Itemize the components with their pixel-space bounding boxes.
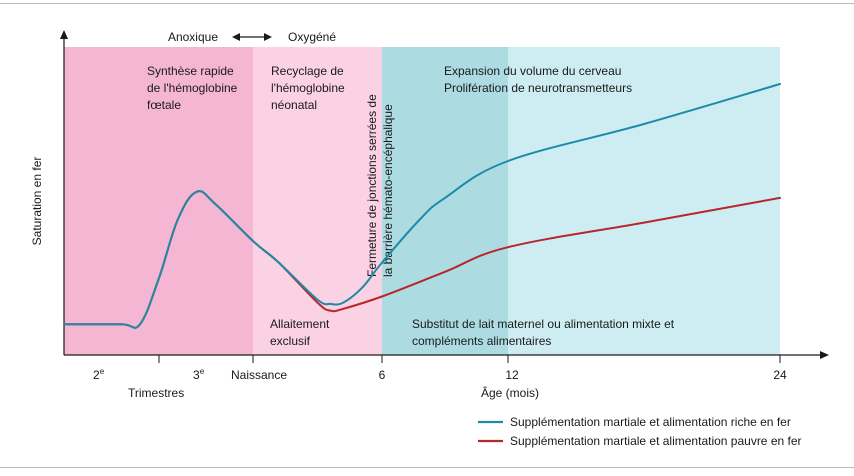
y-axis bbox=[60, 30, 68, 355]
substitute-label-line-2: compléments alimentaires bbox=[412, 334, 551, 348]
x-axis bbox=[64, 351, 829, 359]
x-axis-arrow-icon bbox=[820, 351, 829, 359]
breastfeeding-label-line-1: Allaitement bbox=[270, 317, 330, 331]
tick-label-24: 24 bbox=[773, 368, 787, 382]
y-axis-arrow-icon bbox=[60, 30, 68, 39]
zone-transition bbox=[382, 47, 508, 355]
fetal-label-line-3: fœtale bbox=[147, 98, 181, 112]
phase-oxygenated-label: Oxygéné bbox=[288, 30, 336, 44]
y-axis-title: Saturation en fer bbox=[30, 157, 44, 246]
tick-label-trimester-2: 2e bbox=[93, 367, 105, 382]
double-arrow-icon bbox=[232, 33, 272, 41]
tick-label-trimester-3: 3e bbox=[193, 367, 205, 382]
phase-anoxic-label: Anoxique bbox=[168, 30, 218, 44]
substitute-label-line-1: Substitut de lait maternel ou alimentati… bbox=[412, 317, 675, 331]
x-axis-secondary-title: Trimestres bbox=[128, 386, 184, 400]
neonatal-label-line-3: néonatal bbox=[271, 98, 317, 112]
fetal-label-line-2: de l'hémoglobine bbox=[147, 81, 238, 95]
barrier-label-line-2: la barrière hémato-encéphalique bbox=[381, 104, 395, 277]
breastfeeding-label-line-2: exclusif bbox=[270, 334, 311, 348]
x-axis-title: Âge (mois) bbox=[481, 385, 539, 400]
legend-label-poor: Supplémentation martiale et alimentation… bbox=[510, 434, 802, 448]
neonatal-label-line-2: l'hémoglobine bbox=[271, 81, 345, 95]
series-line-rich bbox=[63, 83, 781, 329]
growth-label-line-2: Prolifération de neurotransmetteurs bbox=[444, 81, 632, 95]
tick-label-12: 12 bbox=[505, 368, 519, 382]
growth-label-line-1: Expansion du volume du cerveau bbox=[444, 64, 621, 78]
tick-label-naissance: Naissance bbox=[231, 368, 287, 382]
neonatal-label-line-1: Recyclage de bbox=[271, 64, 344, 78]
legend: Supplémentation martiale et alimentation… bbox=[478, 415, 802, 448]
zone-fetal bbox=[64, 47, 253, 355]
fetal-label-line-1: Synthèse rapide bbox=[147, 64, 234, 78]
legend-label-rich: Supplémentation martiale et alimentation… bbox=[510, 415, 791, 429]
tick-label-6: 6 bbox=[379, 368, 386, 382]
barrier-label-line-1: Fermeture de jonctions serrées de bbox=[365, 94, 379, 277]
